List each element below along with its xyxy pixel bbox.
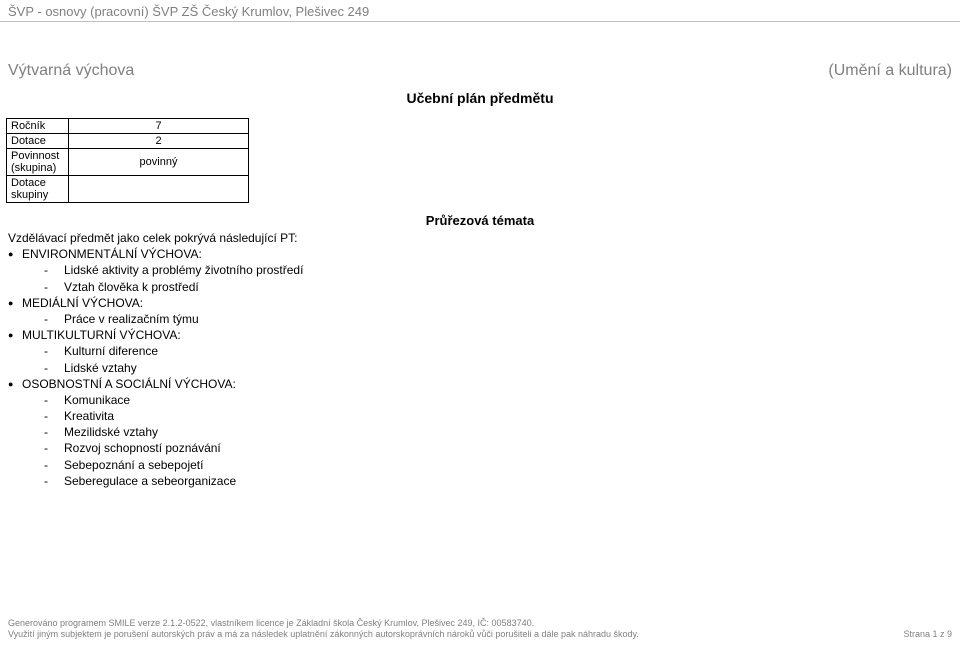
sub-list: KomunikaceKreativitaMezilidské vztahyRoz… — [40, 392, 952, 489]
footer-left: Generováno programem SMILE verze 2.1.2-0… — [8, 618, 639, 641]
sub-item: Komunikace — [40, 392, 952, 408]
topic-title: ENVIRONMENTÁLNÍ VÝCHOVA: — [22, 247, 202, 261]
table-value-cell: 7 — [69, 119, 249, 134]
sub-item: Rozvoj schopností poznávání — [40, 440, 952, 456]
topics-list: ENVIRONMENTÁLNÍ VÝCHOVA:Lidské aktivity … — [8, 246, 952, 489]
table-value-cell: 2 — [69, 134, 249, 149]
section-heading: Průřezová témata — [0, 213, 960, 228]
sub-list: Kulturní diferenceLidské vztahy — [40, 343, 952, 375]
sub-item: Lidské vztahy — [40, 360, 952, 376]
table-row: Povinnost (skupina)povinný — [7, 149, 249, 176]
footer-page: Strana 1 z 9 — [903, 629, 952, 640]
table-label-cell: Ročník — [7, 119, 69, 134]
footer-line2: Využití jiným subjektem je porušení auto… — [8, 629, 639, 640]
topic-title: OSOBNOSTNÍ A SOCIÁLNÍ VÝCHOVA: — [22, 377, 236, 391]
topic-item: MEDIÁLNÍ VÝCHOVA:Práce v realizačním tým… — [8, 295, 952, 327]
table-row: Dotace skupiny — [7, 176, 249, 203]
intro-line: Vzdělávací předmět jako celek pokrývá ná… — [8, 230, 952, 246]
table-label-cell: Dotace — [7, 134, 69, 149]
sub-item: Lidské aktivity a problémy životního pro… — [40, 262, 952, 278]
sub-item: Vztah člověka k prostředí — [40, 279, 952, 295]
topic-item: ENVIRONMENTÁLNÍ VÝCHOVA:Lidské aktivity … — [8, 246, 952, 295]
document-header: ŠVP - osnovy (pracovní) ŠVP ZŠ Český Kru… — [0, 0, 960, 22]
info-table: Ročník7Dotace2Povinnost (skupina)povinný… — [6, 118, 249, 203]
page-title: Učební plán předmětu — [0, 90, 960, 106]
sub-list: Lidské aktivity a problémy životního pro… — [40, 262, 952, 294]
body-text: Vzdělávací předmět jako celek pokrývá ná… — [0, 230, 960, 489]
table-label-cell: Povinnost (skupina) — [7, 149, 69, 176]
table-value-cell: povinný — [69, 149, 249, 176]
sub-item: Seberegulace a sebeorganizace — [40, 473, 952, 489]
info-table-body: Ročník7Dotace2Povinnost (skupina)povinný… — [7, 119, 249, 203]
topic-item: OSOBNOSTNÍ A SOCIÁLNÍ VÝCHOVA:Komunikace… — [8, 376, 952, 489]
sub-item: Kulturní diference — [40, 343, 952, 359]
footer-line1: Generováno programem SMILE verze 2.1.2-0… — [8, 618, 639, 629]
table-label-cell: Dotace skupiny — [7, 176, 69, 203]
sub-item: Práce v realizačním týmu — [40, 311, 952, 327]
subject-title: Výtvarná výchova — [8, 62, 134, 80]
topic-item: MULTIKULTURNÍ VÝCHOVA:Kulturní diference… — [8, 327, 952, 376]
footer: Generováno programem SMILE verze 2.1.2-0… — [8, 618, 952, 641]
table-row: Ročník7 — [7, 119, 249, 134]
header-text: ŠVP - osnovy (pracovní) ŠVP ZŠ Český Kru… — [8, 4, 369, 19]
sub-item: Kreativita — [40, 408, 952, 424]
table-row: Dotace2 — [7, 134, 249, 149]
topic-title: MULTIKULTURNÍ VÝCHOVA: — [22, 328, 181, 342]
topic-title: MEDIÁLNÍ VÝCHOVA: — [22, 296, 143, 310]
title-row: Výtvarná výchova (Umění a kultura) — [0, 22, 960, 86]
subject-category: (Umění a kultura) — [828, 62, 952, 80]
table-value-cell — [69, 176, 249, 203]
sub-list: Práce v realizačním týmu — [40, 311, 952, 327]
sub-item: Mezilidské vztahy — [40, 424, 952, 440]
sub-item: Sebepoznání a sebepojetí — [40, 457, 952, 473]
